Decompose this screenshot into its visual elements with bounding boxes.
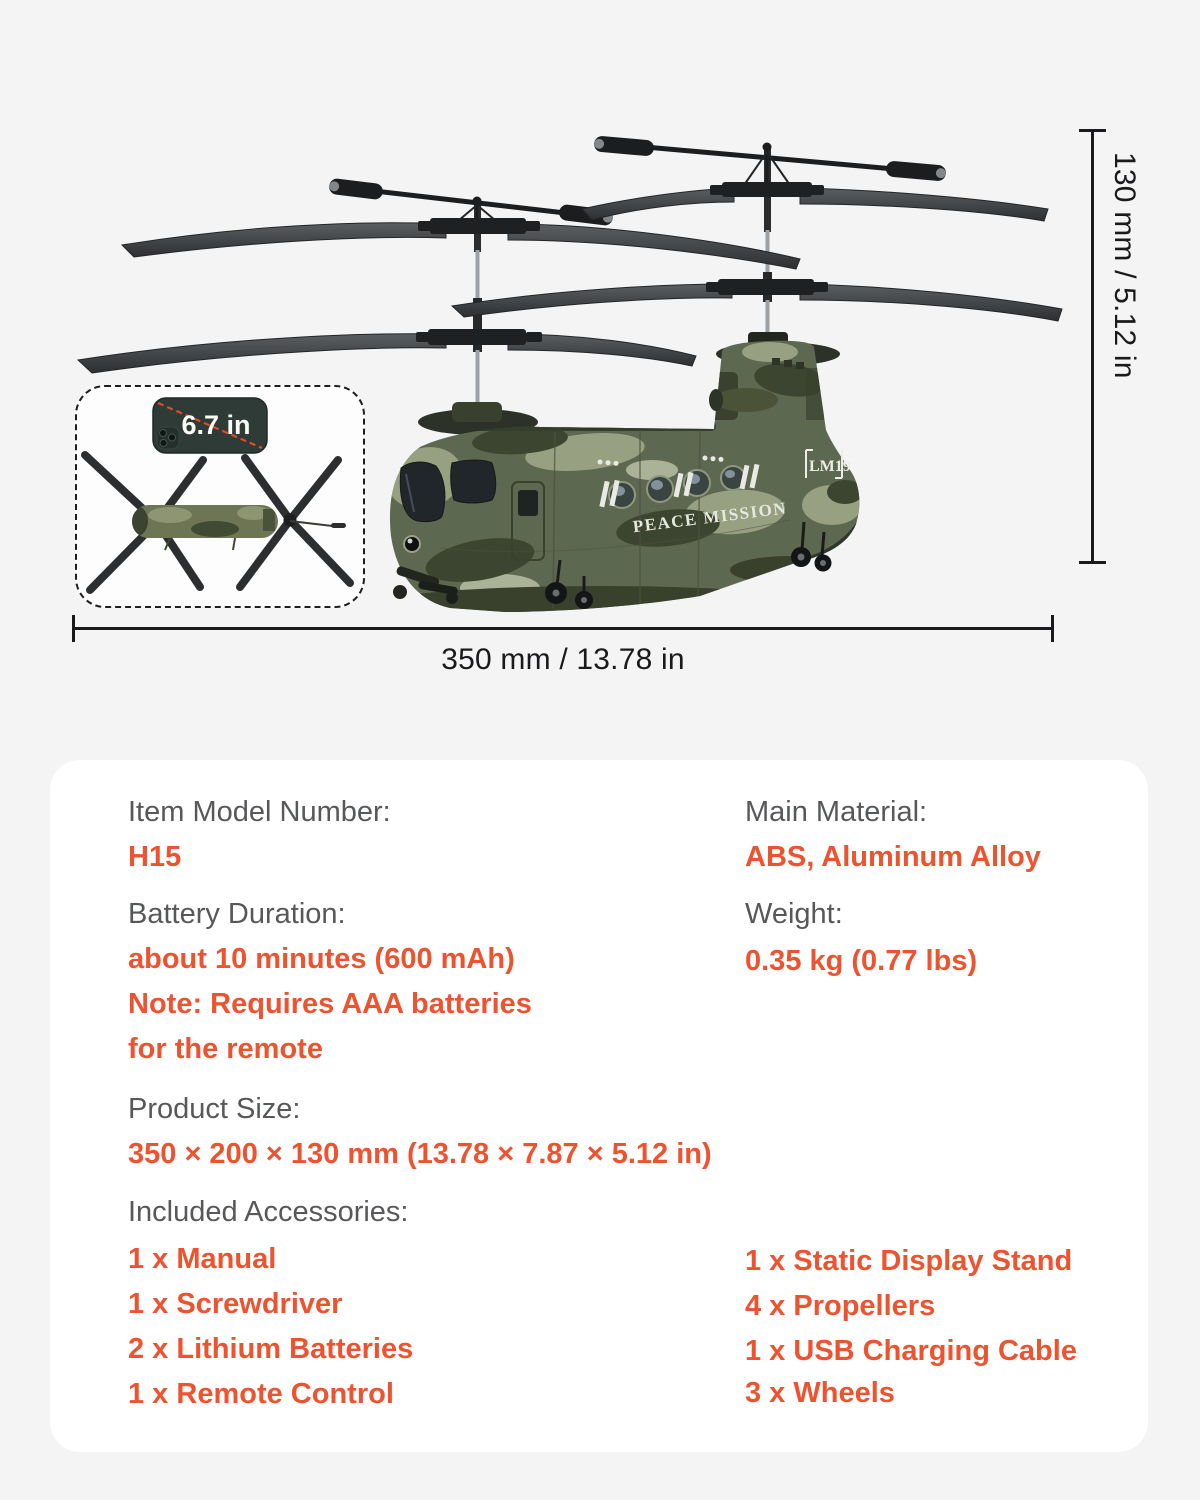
main-material-value: ABS, Aluminum Alloy	[745, 841, 1041, 873]
height-dimension-line	[1091, 130, 1094, 563]
fuselage: PEACE MISSION LM19	[389, 332, 860, 612]
battery-duration-line2: Note: Requires AAA batteries	[128, 988, 532, 1020]
main-material-label: Main Material:	[745, 796, 928, 828]
rotor-blades	[76, 187, 1063, 374]
porthole-lights	[608, 465, 746, 509]
nose-equipment	[393, 566, 458, 604]
battery-duration-line3: for the remote	[128, 1033, 323, 1065]
hull-stripes	[597, 455, 760, 508]
phone: 6.7 in	[152, 397, 268, 454]
height-dimension-label: 130 mm / 5.12 in	[1108, 152, 1141, 379]
accessories-label: Included Accessories:	[128, 1196, 409, 1228]
phone-size-label: 6.7 in	[181, 410, 250, 440]
accessory-item: 1 x Manual	[128, 1243, 277, 1275]
phone-diagonal-line	[157, 401, 263, 450]
rotor-hubs	[416, 182, 828, 345]
helicopter-illustration: PEACE MISSION LM19	[76, 136, 1063, 612]
weight-label: Weight:	[745, 898, 843, 930]
battery-duration-line1: about 10 minutes (600 mAh)	[128, 943, 515, 975]
battery-duration-label: Battery Duration:	[128, 898, 346, 930]
item-model-value: H15	[128, 841, 182, 873]
width-dimension-cap-left	[72, 615, 75, 642]
width-dimension-cap-right	[1051, 615, 1054, 642]
accessory-item: 2 x Lithium Batteries	[128, 1333, 414, 1365]
tail-code-badge: LM19	[805, 449, 851, 479]
spec-panel: Item Model Number: H15 Main Material: AB…	[50, 760, 1148, 1452]
item-model-label: Item Model Number:	[128, 796, 391, 828]
product-size-label: Product Size:	[128, 1093, 301, 1125]
accessory-item: 4 x Propellers	[745, 1290, 936, 1322]
accessory-item: 1 x Remote Control	[128, 1378, 394, 1410]
rear-stabilizer-bar	[594, 136, 946, 189]
tail-code-text: LM19	[809, 458, 851, 475]
width-dimension-line	[73, 627, 1053, 630]
accessory-item: 1 x USB Charging Cable	[745, 1335, 1077, 1367]
weight-value: 0.35 kg (0.77 lbs)	[745, 945, 978, 977]
height-dimension-cap-top	[1079, 129, 1106, 132]
width-dimension-label: 350 mm / 13.78 in	[441, 643, 685, 676]
phone-comparison-graphic: 6.7 in	[81, 397, 354, 594]
product-size-value: 350 × 200 × 130 mm (13.78 × 7.87 × 5.12 …	[128, 1138, 712, 1170]
mini-helicopter	[81, 451, 354, 594]
height-dimension-cap-bottom	[1079, 561, 1106, 564]
size-comparison-inset: 6.7 in	[75, 385, 365, 608]
accessory-item: 1 x Screwdriver	[128, 1288, 343, 1320]
landing-gear	[545, 521, 832, 609]
accessory-item: 3 x Wheels	[745, 1377, 895, 1409]
front-stabilizer-bar	[329, 178, 613, 227]
accessory-item: 1 x Static Display Stand	[745, 1245, 1073, 1277]
